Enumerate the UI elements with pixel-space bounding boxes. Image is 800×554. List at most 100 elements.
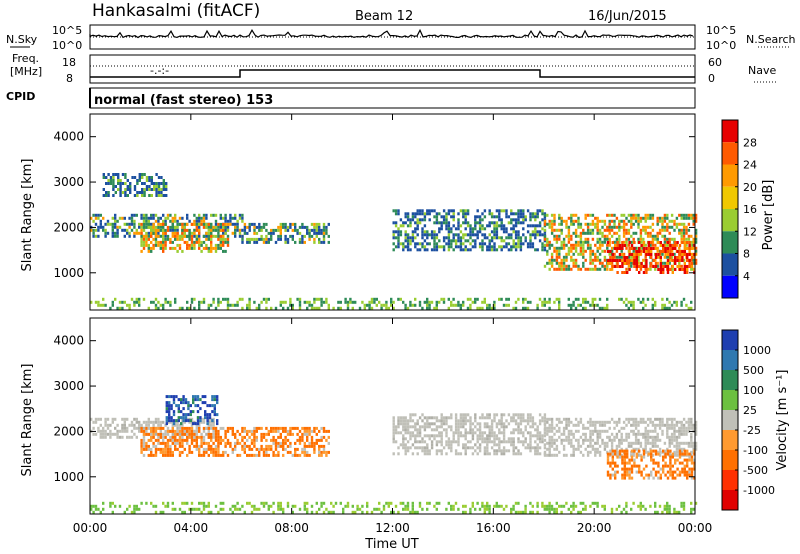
echo-cell: [169, 444, 172, 448]
echo-cell: [176, 432, 179, 436]
echo-cell: [114, 185, 117, 188]
echo-cell: [630, 464, 634, 468]
echo-cell: [481, 437, 484, 441]
echo-cell: [512, 239, 515, 243]
echo-cell: [630, 429, 633, 433]
echo-cell: [406, 419, 410, 423]
echo-cell: [222, 216, 225, 220]
echo-cell: [620, 435, 623, 439]
echo-cell: [130, 219, 134, 223]
echo-cell: [438, 419, 441, 423]
echo-cell: [157, 176, 161, 179]
echo-cell: [562, 219, 566, 223]
echo-cell: [642, 258, 645, 262]
echo-cell: [666, 504, 669, 508]
echo-cell: [181, 450, 184, 454]
echo-cell: [157, 228, 160, 232]
echo-cell: [308, 444, 311, 448]
echo-cell: [596, 432, 599, 436]
echo-cell: [262, 237, 266, 241]
echo-cell: [531, 230, 535, 234]
echo-cell: [447, 233, 451, 237]
echo-cell: [164, 234, 167, 238]
noise-right-tick-top: 10^5: [706, 24, 736, 37]
echo-cell: [570, 216, 573, 220]
echo-cell: [632, 231, 635, 235]
echo-cell: [157, 234, 160, 238]
echo-cell: [536, 209, 539, 213]
echo-cell: [157, 243, 160, 247]
echo-cell: [634, 417, 638, 421]
echo-cell: [609, 473, 612, 477]
echo-cell: [440, 434, 443, 438]
echo-cell: [342, 510, 345, 514]
echo-cell: [190, 429, 194, 433]
echo-cell: [682, 222, 686, 226]
echo-cell: [236, 225, 239, 229]
echo-cell: [445, 507, 448, 511]
echo-cell: [577, 441, 580, 445]
echo-cell: [159, 510, 162, 514]
echo-cell: [277, 501, 280, 505]
echo-cell: [466, 431, 470, 435]
echo-cell: [248, 228, 251, 232]
echo-cell: [645, 259, 648, 262]
echo-cell: [683, 470, 686, 474]
echo-cell: [514, 212, 518, 216]
echo-cell: [457, 425, 460, 429]
echo-cell: [531, 242, 535, 246]
echo-cell: [404, 212, 407, 216]
echo-cell: [686, 473, 689, 477]
echo-cell: [133, 176, 137, 179]
echo-cell: [270, 429, 273, 433]
echo-cell: [165, 194, 168, 197]
echo-cell: [488, 224, 491, 228]
echo-cell: [313, 450, 316, 454]
echo-cell: [442, 300, 446, 304]
echo-cell: [651, 444, 655, 448]
echo-cell: [495, 449, 499, 453]
velocity-ylabel: Slant Range [km]: [20, 364, 35, 477]
echo-cell: [654, 267, 657, 271]
echo-cell: [445, 221, 448, 225]
echo-cell: [126, 429, 129, 433]
echo-cell: [560, 420, 563, 424]
echo-cell: [469, 428, 472, 432]
echo-cell: [555, 246, 559, 250]
echo-cell: [310, 228, 314, 232]
echo-cell: [469, 230, 472, 234]
echo-cell: [618, 222, 621, 226]
echo-cell: [524, 446, 527, 450]
echo-cell: [488, 440, 491, 444]
echo-cell: [192, 422, 195, 426]
echo-cell: [613, 231, 616, 235]
echo-cell: [222, 249, 225, 253]
echo-cell: [692, 441, 695, 445]
echo-cell: [457, 431, 460, 435]
echo-cell: [457, 221, 460, 225]
echo-cell: [164, 246, 167, 250]
echo-cell: [666, 243, 669, 247]
echo-cell: [354, 300, 357, 304]
echo-cell: [690, 450, 693, 454]
echo-cell: [495, 227, 499, 231]
echo-cell: [411, 501, 414, 505]
echo-cell: [140, 426, 143, 430]
echo-cell: [657, 461, 660, 465]
echo-cell: [296, 447, 299, 451]
echo-cell: [524, 425, 527, 429]
echo-cell: [512, 218, 515, 222]
echo-cell: [234, 231, 237, 235]
echo-cell: [205, 222, 208, 226]
echo-cell: [99, 429, 102, 433]
nave-label: Nave: [748, 64, 776, 77]
echo-cell: [255, 453, 258, 457]
echo-cell: [171, 435, 174, 439]
echo-cell: [194, 422, 197, 426]
echo-cell: [109, 182, 113, 185]
echo-cell: [90, 504, 93, 508]
echo-cell: [111, 225, 114, 229]
echo-cell: [150, 234, 153, 238]
echo-cell: [418, 440, 422, 444]
echo-cell: [686, 265, 689, 268]
